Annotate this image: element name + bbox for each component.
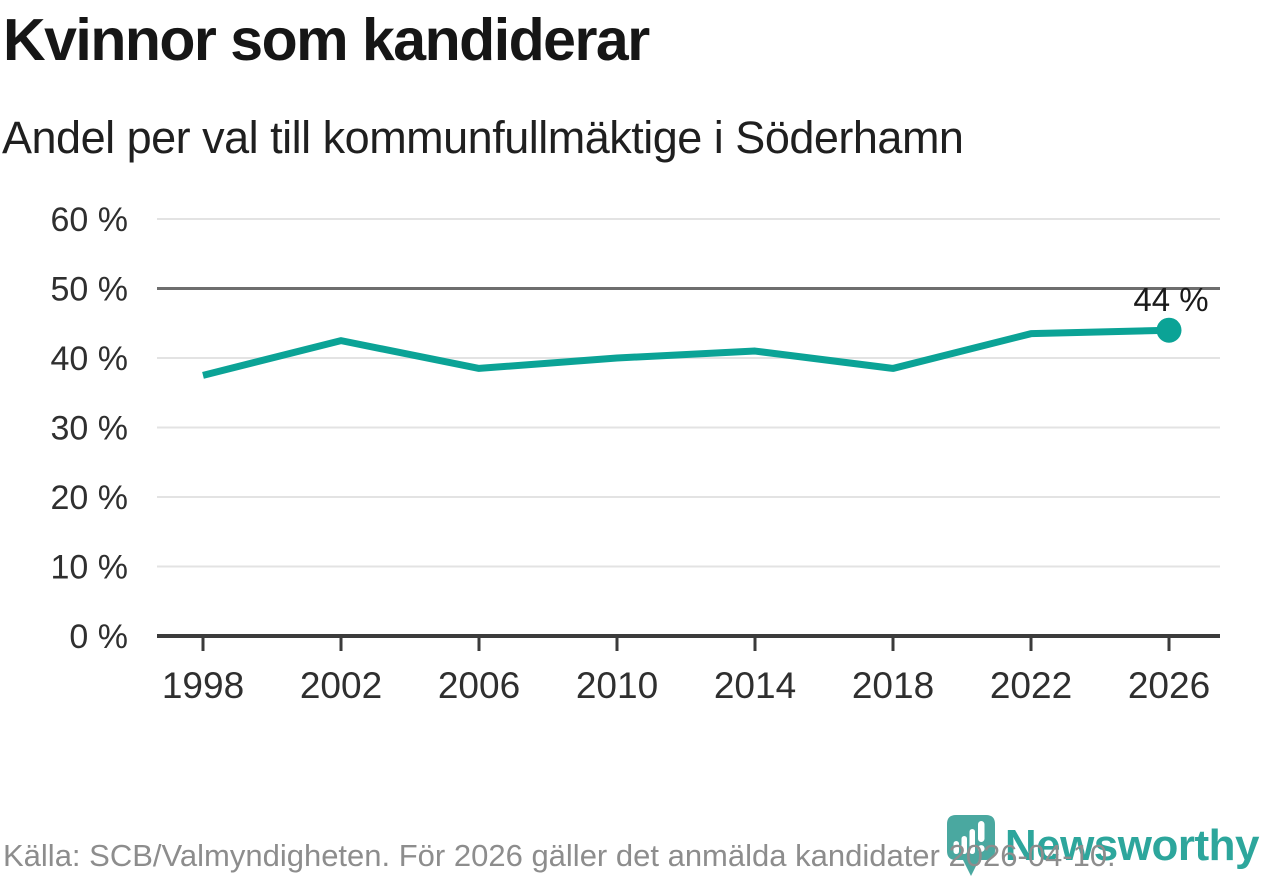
data-point-latest [1156,317,1182,343]
y-tick-label: 20 % [51,479,129,517]
x-tick-label: 2002 [300,665,382,706]
newsworthy-wordmark: Newsworthy [1004,821,1260,870]
y-tick-label: 60 % [51,201,129,239]
y-tick-label: 50 % [51,271,129,309]
x-tick-label: 2014 [714,665,796,706]
data-line [202,326,1170,379]
y-tick-label: 10 % [51,549,129,587]
logo-bar-2 [961,836,967,854]
chart-subtitle: Andel per val till kommunfullmäktige i S… [2,112,964,163]
chart-title: Kvinnor som kandiderar [3,7,650,73]
x-tick-label: 1998 [162,665,244,706]
x-tick-label: 2006 [438,665,520,706]
y-tick-label: 40 % [51,340,129,378]
source-note: Källa: SCB/Valmyndigheten. För 2026 gäll… [3,838,1116,873]
logo-exclamation-dot [977,845,985,852]
x-tick-label: 2018 [852,665,934,706]
x-tick-label: 2026 [1128,665,1210,706]
logo-exclamation-bar [977,821,985,842]
x-tick-label: 2022 [990,665,1072,706]
y-tick-label: 30 % [51,410,129,448]
logo-bar-3 [969,829,975,854]
y-tick-label: 0 % [69,618,128,656]
logo-bar-1 [953,841,959,854]
point-value-label: 44 % [1133,281,1208,318]
x-tick-label: 2010 [576,665,658,706]
newsworthy-logo: Newsworthy [946,814,1260,878]
newsworthy-logo-icon [946,815,995,876]
